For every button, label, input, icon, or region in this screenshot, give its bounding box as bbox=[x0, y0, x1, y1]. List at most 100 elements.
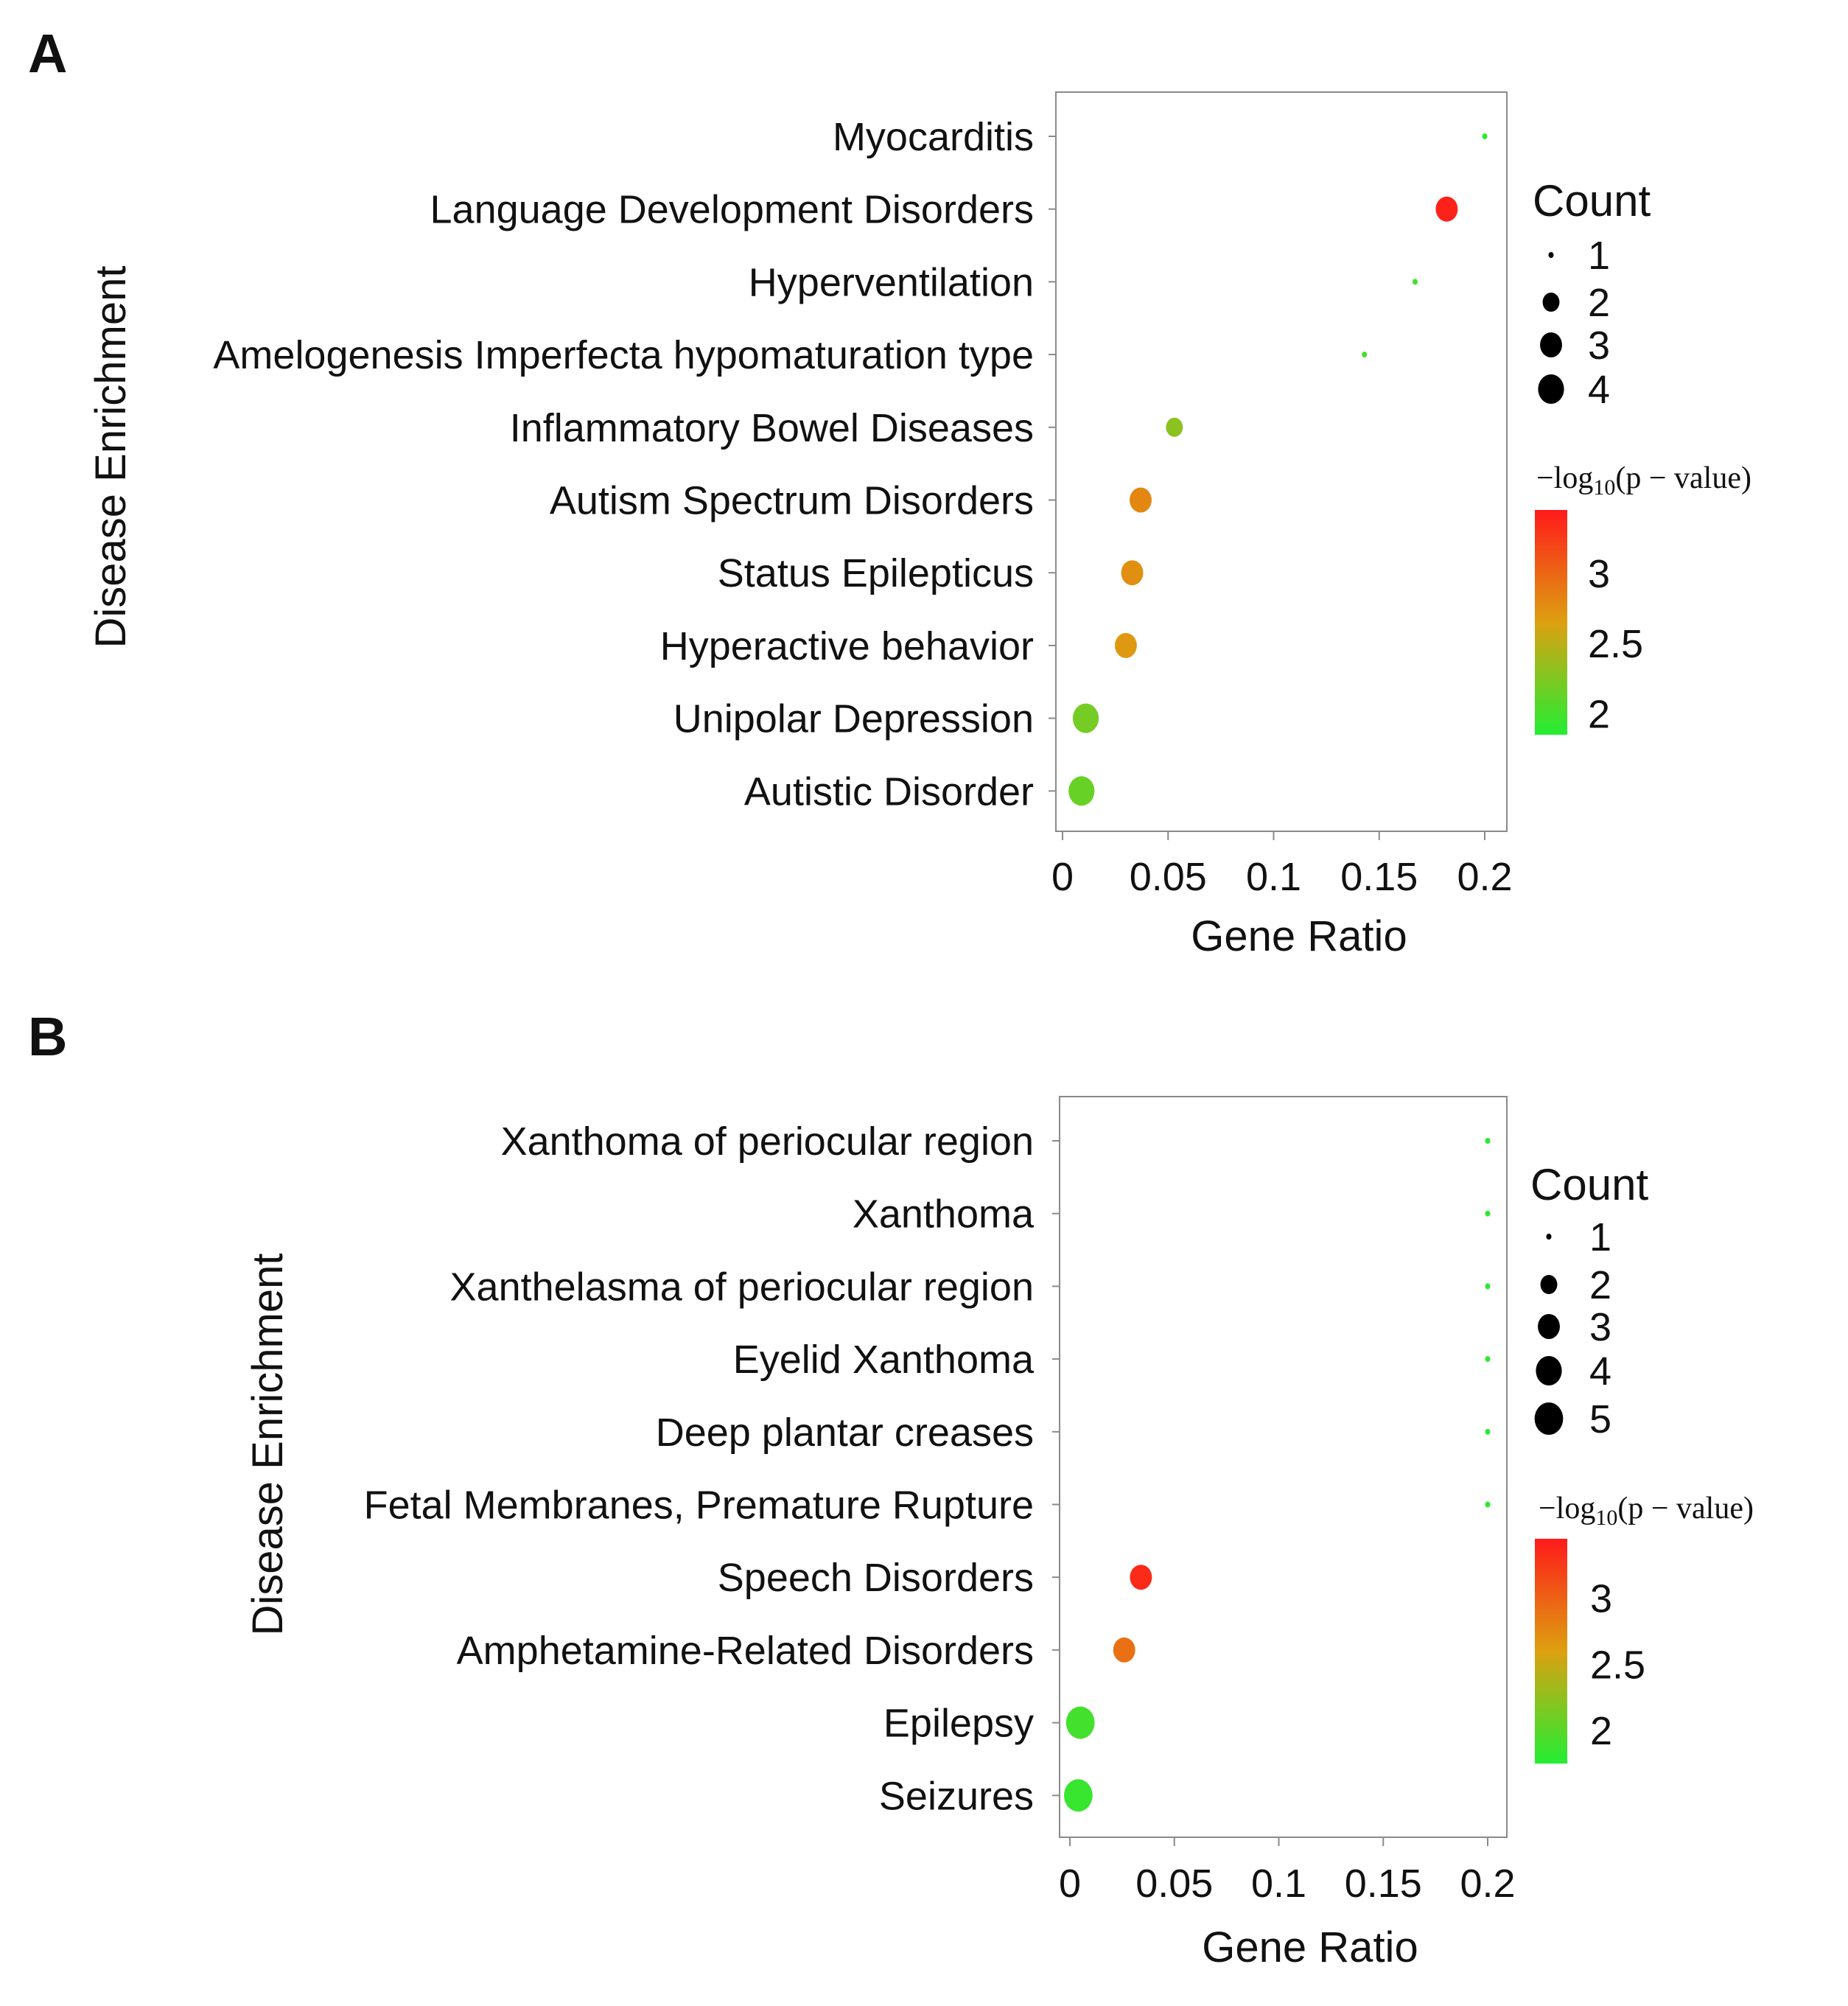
panel-a-colorbar bbox=[1535, 510, 1567, 735]
size-legend-marker bbox=[1538, 374, 1564, 404]
panel-b-size-legend-title: Count bbox=[1530, 1160, 1648, 1209]
size-legend-marker bbox=[1534, 1402, 1564, 1435]
panel-b-color-legend-title-sub: 10 bbox=[1595, 1506, 1617, 1530]
category-label: Xanthoma bbox=[853, 1192, 1035, 1237]
data-point bbox=[1113, 1637, 1135, 1663]
x-tick-label: 0.1 bbox=[1251, 1862, 1306, 1906]
panel-b-x-axis-label: Gene Ratio bbox=[1202, 1923, 1418, 1971]
panel-b-y-axis-label: Disease Enrichment bbox=[244, 1254, 292, 1636]
panel-a-color-legend: −log10(p − value) 32.52 bbox=[1535, 461, 1751, 736]
colorbar-tick-label: 3 bbox=[1590, 1577, 1612, 1621]
category-label: Unipolar Depression bbox=[673, 697, 1034, 741]
panel-b-category-labels: Xanthoma of periocular region Xanthoma Xan… bbox=[364, 1119, 1035, 1818]
size-legend-label: 3 bbox=[1589, 1305, 1611, 1349]
panel-a-color-legend-title: −log10(p − value) bbox=[1536, 461, 1751, 500]
category-label: Seizures bbox=[879, 1774, 1034, 1818]
data-point bbox=[1485, 1356, 1491, 1363]
x-tick-label: 0.15 bbox=[1345, 1862, 1422, 1906]
x-tick-label: 0.1 bbox=[1246, 855, 1301, 899]
panel-b-x-tick-labels: 0 0.05 0.1 0.15 0.2 bbox=[1059, 1862, 1516, 1906]
size-legend-marker bbox=[1540, 332, 1562, 357]
panel-b-color-legend-title: −log10(p − value) bbox=[1539, 1492, 1754, 1530]
colorbar-tick-label: 2.5 bbox=[1588, 622, 1643, 666]
panel-b-points bbox=[1063, 1138, 1491, 1812]
category-label: Xanthelasma of periocular region bbox=[450, 1265, 1034, 1309]
panel-b-color-legend: −log10(p − value) 32.52 bbox=[1535, 1492, 1754, 1764]
panel-label-a: A bbox=[28, 23, 67, 84]
x-tick-label: 0 bbox=[1059, 1862, 1081, 1906]
data-point bbox=[1485, 1501, 1491, 1508]
size-legend-label: 3 bbox=[1588, 324, 1610, 368]
data-point bbox=[1412, 279, 1418, 285]
category-label: Autistic Disorder bbox=[744, 769, 1034, 814]
panel-b: Xanthoma of periocular region Xanthoma Xan… bbox=[244, 1096, 1754, 1971]
size-legend-label: 4 bbox=[1589, 1349, 1611, 1394]
category-label: Autism Spectrum Disorders bbox=[550, 479, 1034, 523]
size-legend-label: 2 bbox=[1588, 281, 1610, 325]
panel-b-x-ticks bbox=[1069, 1837, 1488, 1846]
data-point bbox=[1065, 1706, 1095, 1739]
panel-b-colorbar-ticks: 32.52 bbox=[1590, 1577, 1645, 1753]
panel-a-y-ticks bbox=[1049, 136, 1056, 792]
data-point bbox=[1482, 133, 1488, 139]
category-label: Xanthoma of periocular region bbox=[501, 1119, 1034, 1164]
data-point bbox=[1130, 487, 1152, 513]
colorbar-tick-label: 2 bbox=[1588, 692, 1610, 736]
category-label: Hyperactive behavior bbox=[660, 624, 1034, 668]
size-legend-label: 1 bbox=[1589, 1215, 1611, 1259]
category-label: Inflammatory Bowel Diseases bbox=[510, 406, 1034, 450]
category-label: Amelogenesis Imperfecta hypomaturation t… bbox=[213, 333, 1034, 377]
panel-a-x-ticks bbox=[1062, 831, 1485, 840]
panel-a-colorbar-ticks: 32.52 bbox=[1588, 552, 1643, 737]
panel-a-x-tick-labels: 0 0.05 0.1 0.15 0.2 bbox=[1051, 855, 1513, 899]
size-legend-marker bbox=[1542, 293, 1560, 312]
panel-a-category-labels: Myocarditis Language Development Disorder… bbox=[213, 115, 1034, 814]
panel-a-color-legend-title-log: −log bbox=[1536, 461, 1593, 495]
data-point bbox=[1121, 560, 1144, 586]
panel-b-color-legend-title-rest: (p − value) bbox=[1617, 1492, 1754, 1526]
category-label: Eyelid Xanthoma bbox=[733, 1338, 1035, 1382]
x-tick-label: 0.05 bbox=[1130, 855, 1207, 899]
x-tick-label: 0.05 bbox=[1135, 1862, 1213, 1906]
panel-b-plot-frame bbox=[1059, 1096, 1508, 1838]
category-label: Amphetamine-Related Disorders bbox=[457, 1629, 1034, 1673]
panel-a-y-axis-label: Disease Enrichment bbox=[87, 266, 135, 649]
data-point bbox=[1485, 1428, 1491, 1435]
colorbar-tick-label: 3 bbox=[1588, 552, 1610, 596]
data-point bbox=[1166, 417, 1183, 437]
data-point bbox=[1130, 1565, 1152, 1590]
size-legend-marker bbox=[1546, 1234, 1552, 1240]
data-point bbox=[1485, 1283, 1491, 1290]
category-label: Language Development Disorders bbox=[430, 188, 1035, 232]
data-point bbox=[1485, 1210, 1491, 1217]
colorbar-tick-label: 2.5 bbox=[1590, 1643, 1645, 1687]
x-tick-label: 0.2 bbox=[1460, 1862, 1515, 1906]
x-tick-label: 0.15 bbox=[1340, 855, 1418, 899]
x-tick-label: 0 bbox=[1051, 855, 1074, 899]
data-point bbox=[1485, 1138, 1491, 1144]
panel-a: Myocarditis Language Development Disorder… bbox=[87, 91, 1751, 960]
category-label: Myocarditis bbox=[833, 115, 1034, 159]
category-label: Speech Disorders bbox=[718, 1556, 1034, 1600]
panel-a-size-legend-title: Count bbox=[1533, 176, 1651, 226]
category-label: Status Epilepticus bbox=[718, 551, 1034, 595]
panel-label-b: B bbox=[28, 1006, 67, 1067]
category-label: Hyperventilation bbox=[749, 260, 1034, 304]
panel-a-color-legend-title-sub: 10 bbox=[1593, 475, 1615, 500]
size-legend-marker bbox=[1540, 1275, 1558, 1294]
size-legend-label: 4 bbox=[1588, 368, 1610, 412]
panel-a-color-legend-title-rest: (p − value) bbox=[1615, 461, 1751, 495]
size-legend-label: 5 bbox=[1589, 1397, 1611, 1441]
size-legend-label: 1 bbox=[1588, 234, 1610, 278]
data-point bbox=[1362, 352, 1368, 358]
panel-b-color-legend-title-log: −log bbox=[1539, 1492, 1595, 1526]
category-label: Fetal Membranes, Premature Rupture bbox=[364, 1483, 1034, 1528]
data-point bbox=[1435, 196, 1458, 222]
panel-a-plot-frame bbox=[1055, 91, 1508, 832]
data-point bbox=[1114, 632, 1137, 658]
